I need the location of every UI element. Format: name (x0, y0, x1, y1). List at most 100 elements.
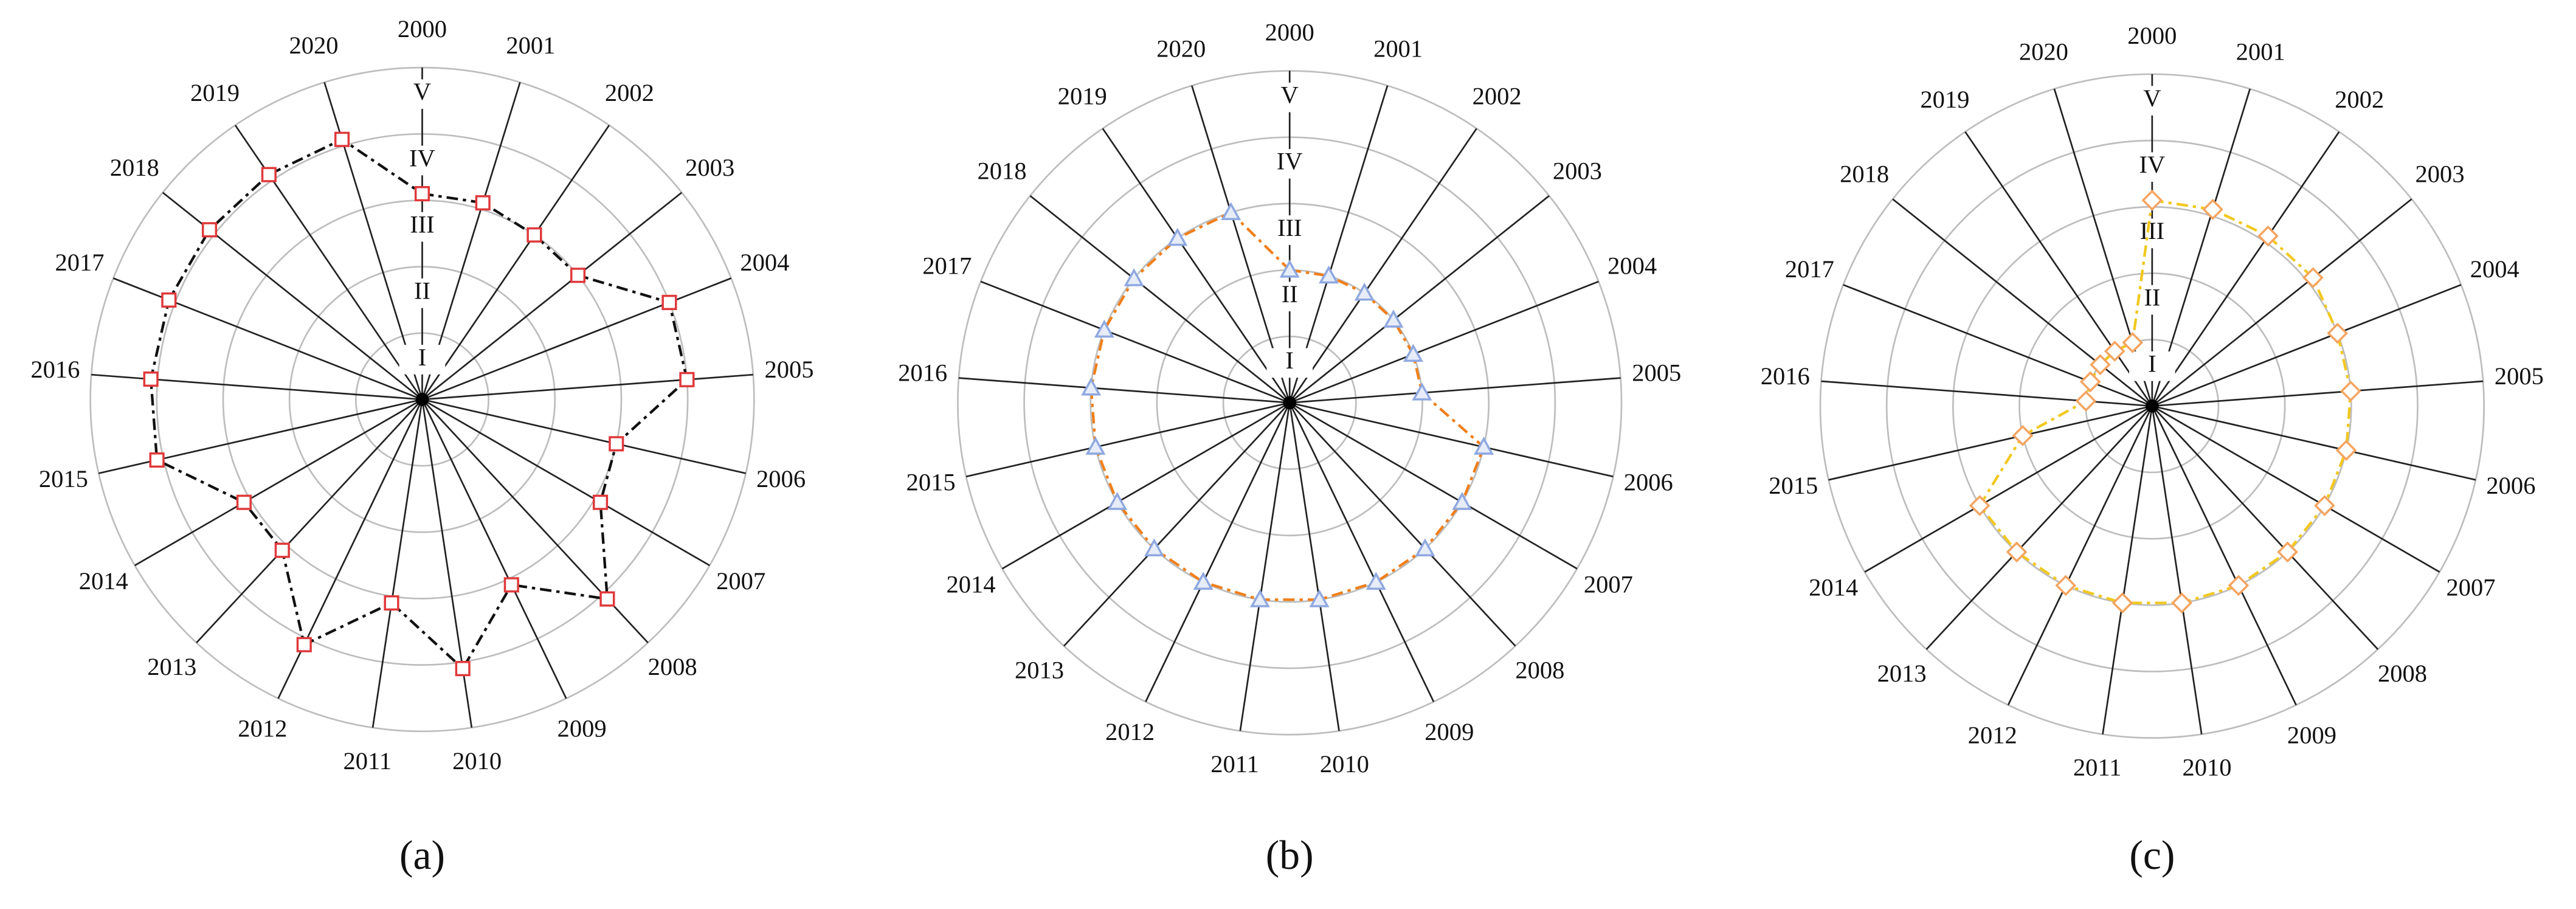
ring-label-bg (1266, 215, 1313, 245)
ring-label: III (2140, 217, 2164, 244)
category-label: 2006 (756, 465, 806, 493)
spoke (2151, 405, 2379, 650)
center-dot (1283, 396, 1297, 410)
category-label: 2019 (1058, 83, 1107, 110)
category-label: 2007 (716, 567, 765, 595)
center-dot (2146, 399, 2159, 413)
category-label: 2015 (906, 468, 956, 496)
category-label: 2008 (1515, 656, 1564, 683)
spoke (1001, 402, 1290, 570)
data-line (1978, 198, 2352, 604)
ring-label-bg (1266, 348, 1313, 378)
marker (609, 436, 624, 452)
spoke (277, 399, 423, 699)
spoke (2151, 406, 2297, 706)
caption: (a) (399, 832, 445, 878)
spoke (1821, 380, 2152, 407)
marker (1366, 572, 1386, 590)
category-label: 2002 (605, 79, 654, 106)
spoke (1288, 402, 1435, 702)
category-label: 2005 (765, 356, 814, 383)
ring-label-bg (2129, 351, 2175, 381)
marker (2006, 541, 2028, 563)
category-label: 2009 (2287, 721, 2336, 748)
spoke (91, 373, 423, 401)
category-label: 2010 (452, 747, 502, 775)
marker (2202, 199, 2223, 220)
category-label: 2003 (685, 154, 734, 181)
ring-label-bg (1266, 149, 1313, 179)
spoke (1289, 402, 1578, 570)
category-label: 2006 (1624, 468, 1673, 496)
marker (1124, 268, 1144, 286)
marker (592, 494, 609, 510)
spoke (1892, 198, 2153, 407)
spoke (1289, 128, 1477, 404)
category-label: 2002 (1473, 83, 1522, 110)
marker (2012, 425, 2034, 446)
marker (2171, 592, 2192, 613)
ring-label: I (2148, 350, 2156, 378)
spoke (2151, 198, 2412, 407)
spoke (422, 398, 746, 474)
category-label: 2017 (1785, 255, 1834, 283)
marker (503, 577, 519, 593)
marker (1249, 589, 1270, 607)
ring-label: V (2143, 85, 2161, 112)
spoke (421, 399, 473, 728)
category-label: 2005 (2495, 362, 2544, 390)
spoke (1063, 402, 1291, 647)
marker (475, 195, 491, 211)
category-label: 2008 (648, 653, 697, 680)
category-label: 2010 (1320, 750, 1369, 778)
marker (570, 268, 586, 283)
marker (1081, 377, 1102, 396)
marker (2314, 495, 2335, 516)
marker (661, 294, 677, 311)
spoke (421, 277, 732, 401)
spoke (1145, 402, 1291, 702)
marker (1415, 538, 1435, 557)
spoke (1289, 402, 1516, 647)
marker (1085, 437, 1106, 455)
marker (527, 227, 542, 243)
ring-label-bg (2129, 86, 2175, 116)
marker (414, 185, 430, 202)
marker (1319, 265, 1339, 284)
category-label: 2007 (2447, 574, 2496, 601)
spoke (2102, 406, 2153, 734)
ring-label: II (2144, 283, 2160, 311)
ring-label: III (410, 210, 434, 238)
category-label: 2014 (1809, 574, 1858, 601)
spoke (1864, 405, 2153, 573)
ring-label-bg (399, 345, 446, 375)
spoke (196, 399, 423, 644)
category-label: 2020 (1156, 35, 1206, 62)
marker (143, 371, 159, 387)
marker (1144, 538, 1164, 557)
marker (274, 542, 290, 558)
marker (2340, 380, 2361, 402)
spoke (1290, 377, 1621, 404)
category-label: 2012 (238, 715, 287, 742)
category-label: 2011 (343, 747, 392, 775)
ring-label: II (1282, 280, 1298, 308)
marker (236, 494, 252, 510)
marker (2075, 390, 2097, 412)
ring-label: IV (409, 144, 435, 171)
marker (2122, 332, 2144, 353)
category-label: 2019 (1920, 86, 1969, 113)
marker (201, 222, 218, 238)
category-label: 2011 (1210, 750, 1259, 778)
category-label: 2001 (1373, 35, 1423, 62)
marker (296, 637, 312, 652)
caption: (c) (2129, 832, 2175, 878)
spoke (421, 398, 710, 567)
marker (1107, 492, 1128, 510)
marker (455, 661, 471, 677)
category-label: 2013 (1877, 660, 1927, 687)
marker (1167, 227, 1188, 246)
marker (2335, 440, 2357, 461)
spoke (2152, 405, 2476, 481)
spoke (965, 402, 1290, 478)
